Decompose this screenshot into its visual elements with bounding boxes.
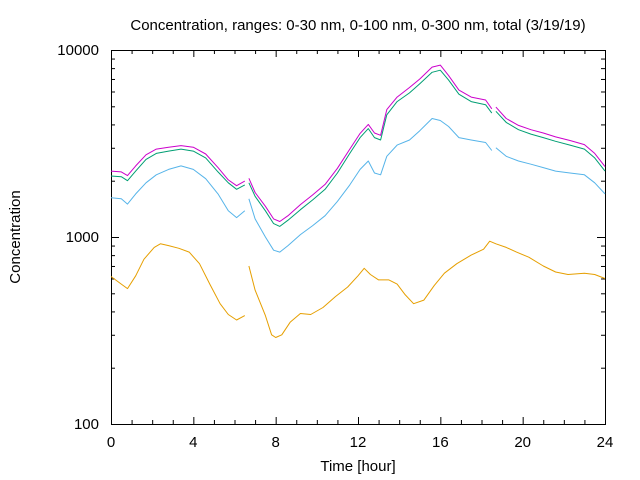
y-tick-label: 10000 xyxy=(57,42,99,59)
series-lines xyxy=(110,64,606,338)
x-tick-label: 0 xyxy=(107,434,115,451)
series-line-4 xyxy=(110,145,246,187)
series-line-3 xyxy=(110,148,246,190)
series-line-1 xyxy=(248,240,606,338)
x-axis-label: Time [hour] xyxy=(320,458,395,475)
axis-ticks xyxy=(111,50,606,425)
series-line-2 xyxy=(495,147,606,195)
y-tick-label: 1000 xyxy=(66,229,99,246)
x-tick-label: 8 xyxy=(271,434,279,451)
y-axis-label: Concentration xyxy=(7,190,24,283)
y-tick-label: 100 xyxy=(74,416,99,433)
series-line-2 xyxy=(248,118,493,253)
plot-frame xyxy=(111,50,606,425)
x-tick-label: 16 xyxy=(432,434,449,451)
chart-title: Concentration, ranges: 0-30 nm, 0-100 nm… xyxy=(130,17,585,34)
series-line-3 xyxy=(248,69,493,227)
series-line-1 xyxy=(110,243,246,321)
series-line-3 xyxy=(495,110,606,172)
axis-tick-labels: 0 4 8 12 16 20 24 100 1000 10000 xyxy=(57,42,613,451)
x-tick-label: 24 xyxy=(597,434,614,451)
x-tick-label: 4 xyxy=(189,434,197,451)
x-tick-label: 20 xyxy=(514,434,531,451)
series-line-4 xyxy=(248,64,493,222)
x-tick-label: 12 xyxy=(350,434,367,451)
series-line-2 xyxy=(110,165,246,219)
series-line-4 xyxy=(495,106,606,167)
